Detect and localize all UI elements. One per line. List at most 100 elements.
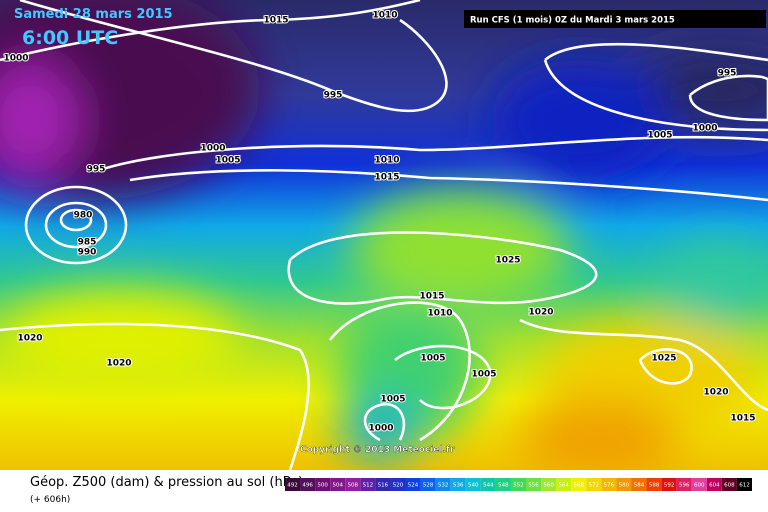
- colorbar-cell: [510, 478, 527, 491]
- colorbar-label: 580: [619, 483, 630, 489]
- colorbar-label: 512: [363, 483, 374, 489]
- colorbar-cell: [300, 478, 316, 491]
- colorbar-label: 504: [332, 483, 343, 489]
- isobar-label: 1000: [368, 424, 393, 434]
- colorbar-cell: [646, 478, 662, 491]
- isobar-label: 1000: [200, 144, 225, 154]
- isobar-label: 995: [718, 69, 737, 79]
- isobar-label: 1005: [380, 395, 405, 405]
- isobar-label: 1025: [651, 354, 676, 364]
- colorbar-cell: [601, 478, 617, 491]
- colorbar-cell: [526, 478, 542, 491]
- isobar-label: 1015: [419, 292, 444, 302]
- isobar-label: 1020: [703, 388, 728, 398]
- geopotential-field: [0, 0, 768, 480]
- colorbar-label: 532: [438, 483, 449, 489]
- colorbar-cell: [691, 478, 707, 491]
- colorbar-cell: [556, 478, 572, 491]
- colorbar-label: 516: [378, 483, 389, 489]
- isobar-label: 1010: [372, 11, 397, 21]
- colorbar-label: 608: [724, 483, 735, 489]
- colorbar-label: 564: [558, 483, 569, 489]
- run-box: [464, 10, 766, 28]
- colorbar-label: 544: [483, 483, 494, 489]
- isobars: [0, 0, 768, 470]
- date-title: Samedi 28 mars 2015: [14, 7, 173, 22]
- colorbar-label: 560: [543, 483, 554, 489]
- colorbar-cell: [345, 478, 361, 491]
- isobar-label: 980: [74, 211, 93, 221]
- isobar-label: 1010: [374, 156, 399, 166]
- colorbar-cell: [661, 478, 677, 491]
- colorbar-cell: [285, 478, 301, 491]
- colorbar-cell: [360, 478, 376, 491]
- colorbar-label: 496: [302, 483, 313, 489]
- isobar-label: 985: [78, 238, 97, 248]
- colorbar-label: 604: [709, 483, 720, 489]
- colorbar: 492 496 500 504 508 512 516 520 524 528 532 536 540 5…: [285, 478, 752, 491]
- isobar-labels: 1015 1010 1000 995 995 1005 1000 1000 1005 1010 10…: [2, 10, 756, 435]
- colorbar-label: 600: [694, 483, 705, 489]
- isobar-label: 995: [324, 91, 343, 101]
- colorbar-label: 536: [453, 483, 464, 489]
- colorbar-cell: [375, 478, 391, 491]
- colorbar-cell: [631, 478, 647, 491]
- colorbar-label: 584: [634, 483, 645, 489]
- colorbar-label: 612: [739, 483, 750, 489]
- isobar-label: 1020: [106, 359, 131, 369]
- colorbar-cell: [330, 478, 346, 491]
- colorbar-label: 556: [528, 483, 539, 489]
- colorbar-cell: [480, 478, 496, 491]
- colorbar-cell: [450, 478, 466, 491]
- colorbar-label: 548: [498, 483, 509, 489]
- colorbar-label: 508: [348, 483, 359, 489]
- footer-title: Géop. Z500 (dam) & pression au sol (hPa): [30, 475, 303, 490]
- isobar-label: 1000: [3, 54, 28, 64]
- run-info: Run CFS (1 mois) 0Z du Mardi 3 mars 2015: [470, 16, 675, 26]
- isobar-label: 1005: [420, 354, 445, 364]
- colorbar-label: 552: [513, 483, 524, 489]
- colorbar-label: 500: [317, 483, 328, 489]
- colorbar-cell: [721, 478, 737, 491]
- isobar-label: 1000: [692, 124, 717, 134]
- isobar-label: 1020: [17, 334, 42, 344]
- colorbar-cell: [435, 478, 451, 491]
- isobar-label: 1005: [471, 370, 496, 380]
- copyright: Copyright © 2013 Meteociel.fr: [300, 445, 455, 455]
- colorbar-cell: [495, 478, 511, 491]
- colorbar-label: 528: [423, 483, 434, 489]
- colorbar-cell: [390, 478, 406, 491]
- colorbar-label: 492: [287, 483, 298, 489]
- colorbar-label: 524: [408, 483, 419, 489]
- colorbar-cell: [405, 478, 421, 491]
- colorbar-cell: [736, 478, 752, 491]
- isobar-label: 990: [78, 248, 97, 258]
- colorbar-label: 572: [589, 483, 600, 489]
- colorbar-label: 568: [574, 483, 585, 489]
- colorbar-cell: [586, 478, 602, 491]
- colorbar-cell: [676, 478, 692, 491]
- colorbar-cell: [465, 478, 481, 491]
- isobar-label: 995: [87, 165, 106, 175]
- colorbar-cell: [315, 478, 331, 491]
- isobar-label: 1025: [495, 256, 520, 266]
- time-title: 6:00 UTC: [22, 27, 118, 49]
- isobar-label: 1020: [528, 308, 553, 318]
- isobar-label: 1005: [215, 156, 240, 166]
- colorbar-label: 592: [664, 483, 675, 489]
- colorbar-label: 540: [468, 483, 479, 489]
- colorbar-label: 520: [393, 483, 404, 489]
- colorbar-cell: [541, 478, 557, 491]
- lead-time: (+ 606h): [30, 495, 70, 505]
- colorbar-cell: [571, 478, 587, 491]
- isobar-label: 1010: [427, 309, 452, 319]
- colorbar-label: 576: [604, 483, 615, 489]
- isobar-label: 1015: [730, 414, 755, 424]
- colorbar-cell: [706, 478, 722, 491]
- colorbar-label: 588: [649, 483, 660, 489]
- isobar-label: 1015: [263, 16, 288, 26]
- isobar-label: 1015: [374, 173, 399, 183]
- isobar-label: 1005: [647, 131, 672, 141]
- colorbar-cell: [616, 478, 632, 491]
